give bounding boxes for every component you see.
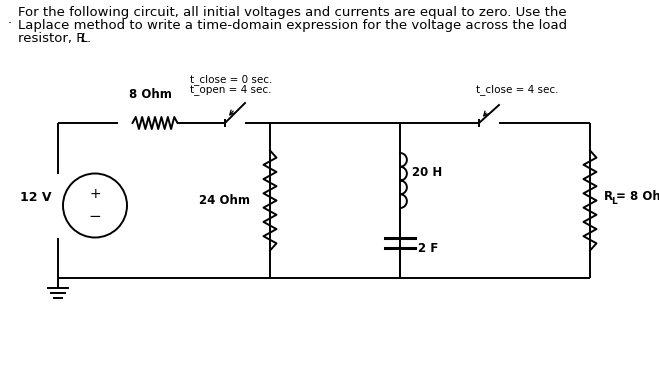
Text: t_close = 0 sec.: t_close = 0 sec. — [190, 74, 272, 85]
Text: t_open = 4 sec.: t_open = 4 sec. — [190, 84, 272, 95]
Text: t_close = 4 sec.: t_close = 4 sec. — [476, 84, 558, 95]
Text: L: L — [81, 32, 88, 45]
Text: For the following circuit, all initial voltages and currents are equal to zero. : For the following circuit, all initial v… — [18, 6, 567, 19]
Text: 12 V: 12 V — [20, 191, 52, 204]
Text: resistor, R: resistor, R — [18, 32, 86, 45]
Text: Laplace method to write a time-domain expression for the voltage across the load: Laplace method to write a time-domain ex… — [18, 19, 567, 32]
Text: .: . — [87, 32, 91, 45]
Text: .: . — [8, 13, 12, 26]
Text: R: R — [604, 190, 613, 203]
Text: = 8 Ohm: = 8 Ohm — [616, 190, 659, 203]
Text: +: + — [89, 188, 101, 202]
Text: 24 Ohm: 24 Ohm — [199, 194, 250, 207]
Text: 20 H: 20 H — [412, 166, 442, 179]
Text: L: L — [611, 197, 617, 206]
Text: 2 F: 2 F — [418, 241, 438, 255]
Text: 8 Ohm: 8 Ohm — [129, 88, 171, 101]
Text: −: − — [88, 209, 101, 224]
